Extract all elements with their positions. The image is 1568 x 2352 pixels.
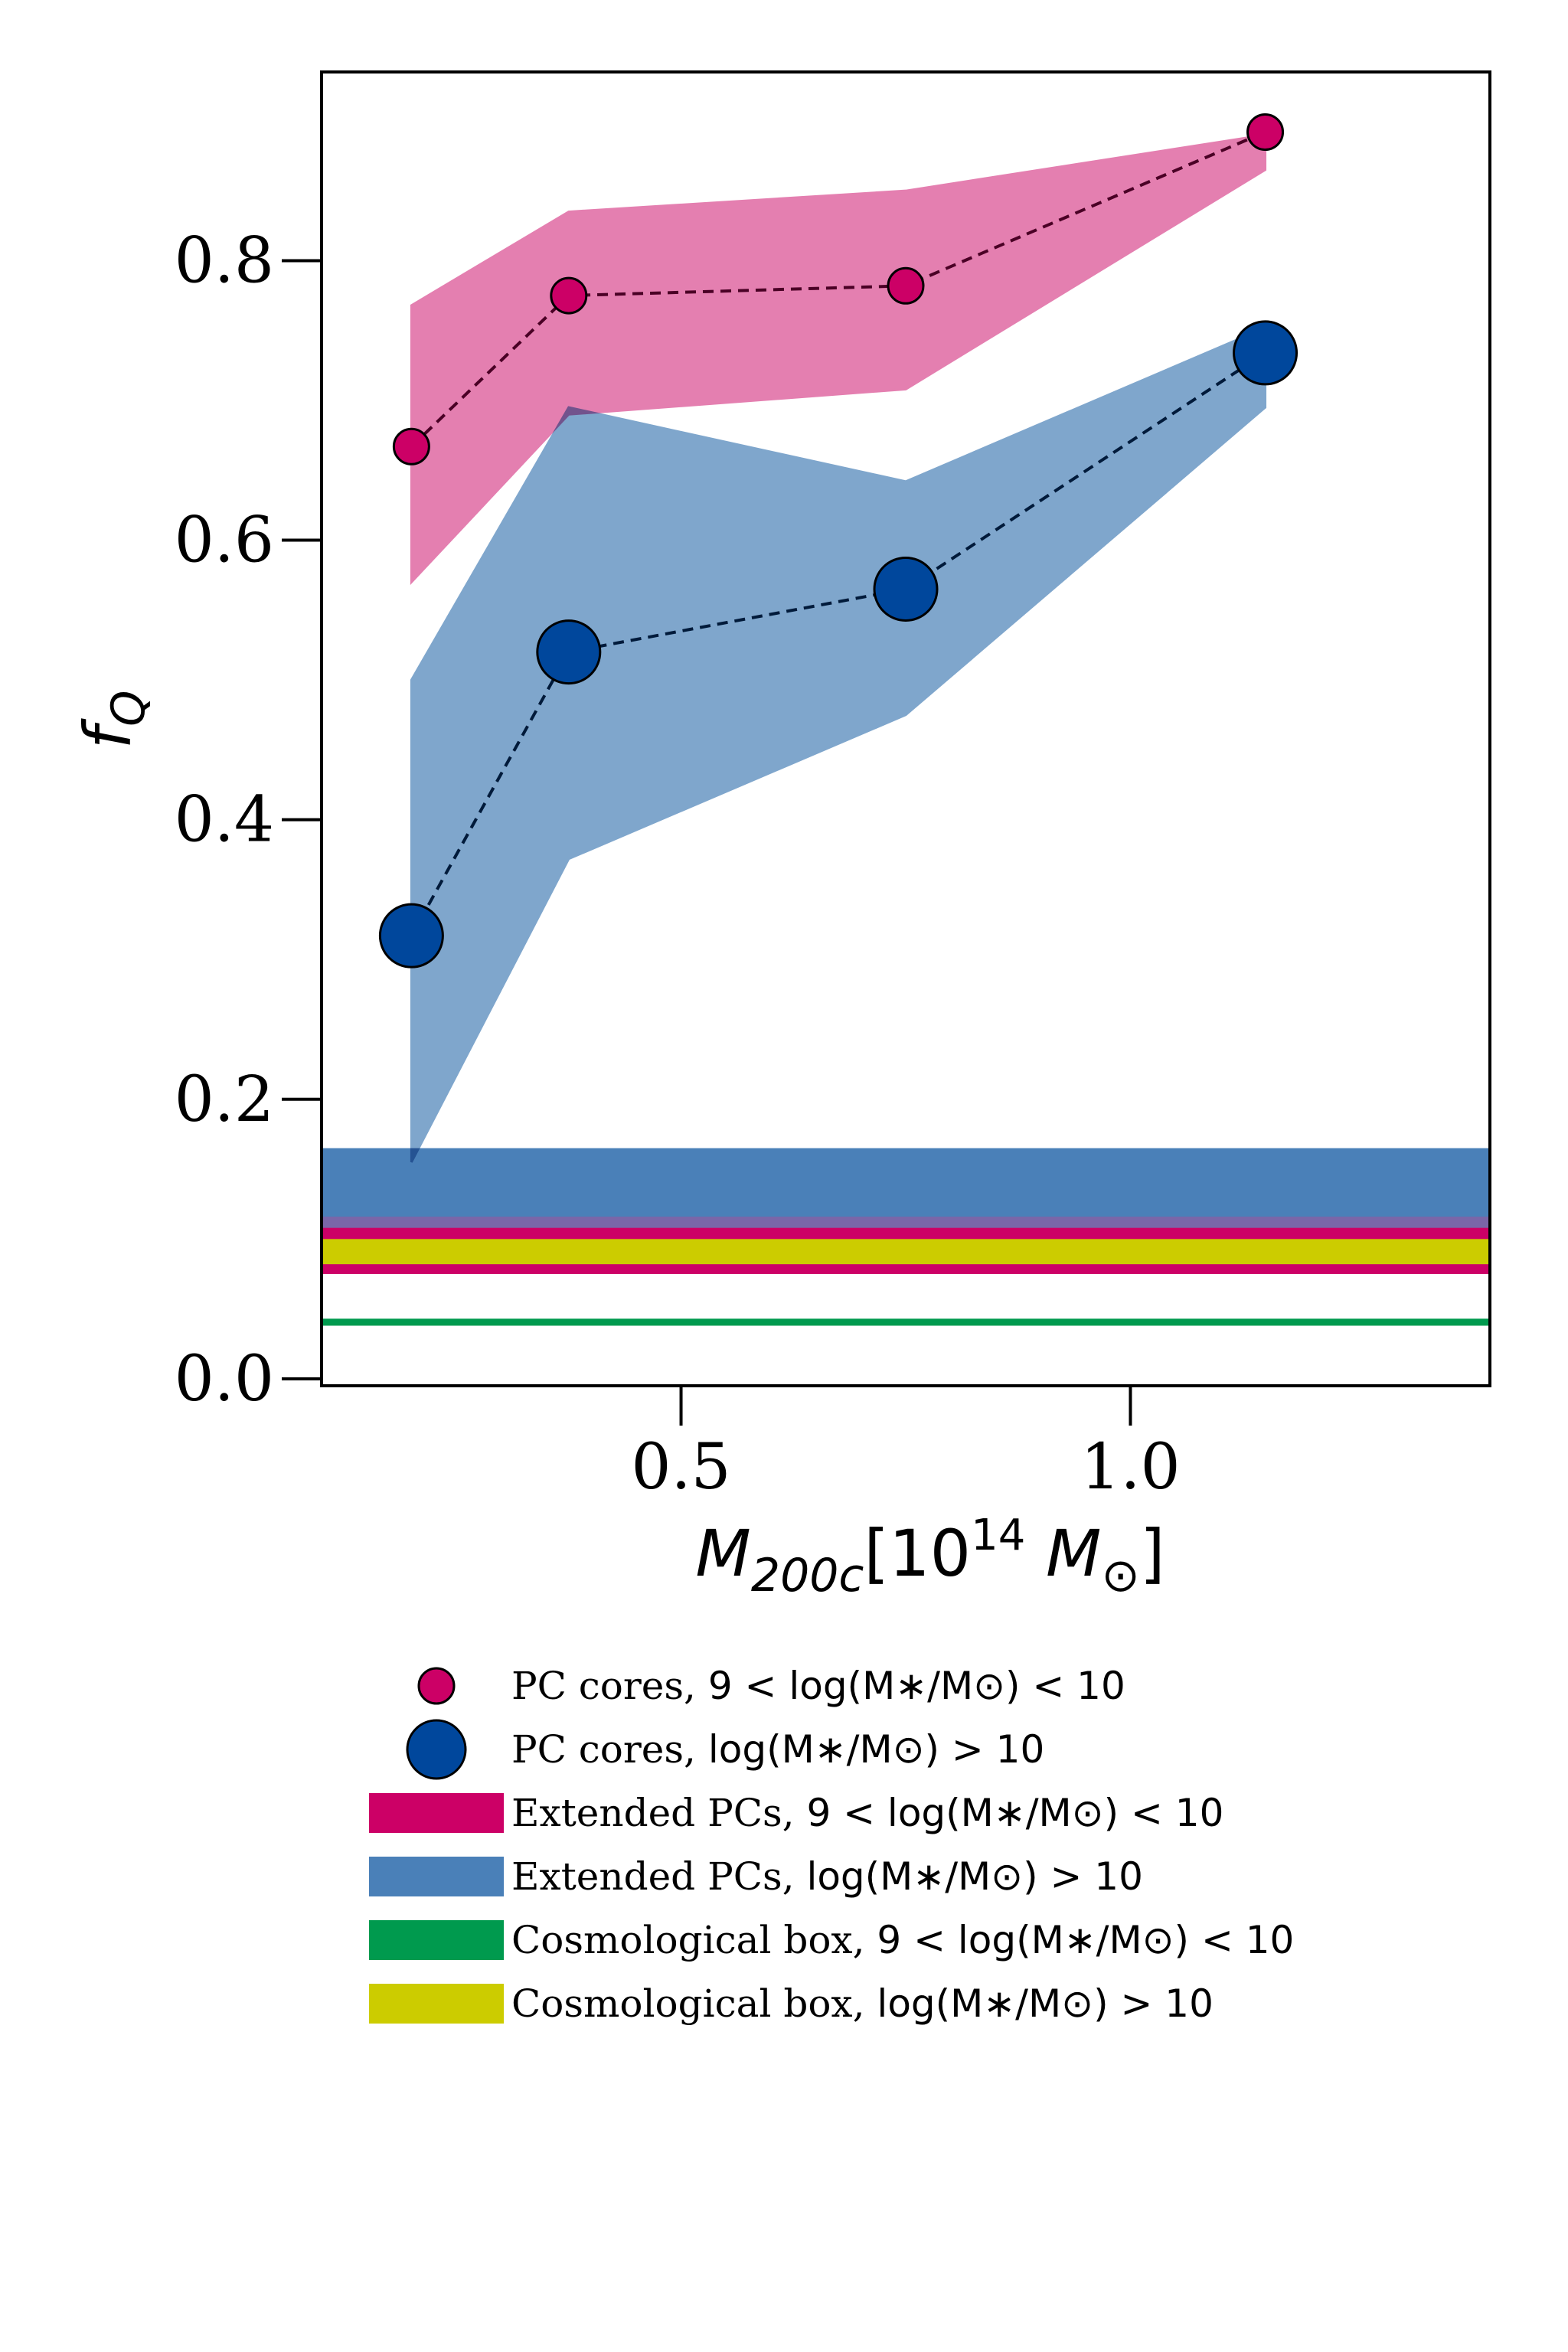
data-point-s2-3 — [873, 556, 939, 622]
legend-patch-5 — [369, 1920, 504, 1960]
legend-label-3: Extended PCs, 9 < log(M∗/M⊙) < 10 — [511, 1791, 1223, 1835]
plot-frame — [320, 70, 1491, 1387]
series-line-2 — [410, 351, 1266, 937]
legend-marker-2 — [406, 1719, 467, 1780]
legend-label-6: Cosmological box, log(M∗/M⊙) > 10 — [511, 1981, 1214, 2026]
legend-patch-6 — [369, 1984, 504, 2024]
y-tick-label: 0.8 — [175, 224, 274, 297]
data-point-s2-2 — [536, 619, 602, 685]
data-point-s1-3 — [887, 266, 925, 305]
legend-label-5: Cosmological box, 9 < log(M∗/M⊙) < 10 — [511, 1918, 1294, 1962]
horizontal-band-4 — [322, 1239, 1490, 1265]
x-tick-label: 1.0 — [1080, 1431, 1180, 1504]
data-point-s1-4 — [1246, 113, 1285, 151]
y-tick-label: 0.0 — [175, 1343, 274, 1416]
legend-patch-3 — [369, 1793, 504, 1833]
legend-label-2: PC cores, log(M∗/M⊙) > 10 — [511, 1727, 1044, 1772]
uncertainty-band-1 — [410, 133, 1267, 586]
legend-label-1: PC cores, 9 < log(M∗/M⊙) < 10 — [511, 1664, 1125, 1708]
band-overlap-strip — [322, 1217, 1490, 1228]
x-tick-label: 0.5 — [631, 1431, 730, 1504]
data-point-s1-1 — [392, 427, 430, 466]
horizontal-band-3 — [322, 1318, 1490, 1326]
legend-patch-4 — [369, 1857, 504, 1896]
data-point-s1-2 — [550, 276, 588, 315]
uncertainty-band-2 — [410, 325, 1267, 1163]
data-point-s2-1 — [378, 903, 444, 969]
y-axis-label: fQ — [70, 691, 155, 750]
data-point-s2-4 — [1233, 320, 1298, 386]
legend-marker-1 — [417, 1667, 456, 1705]
legend: PC cores, 9 < log(M∗/M⊙) < 10 PC cores, l… — [369, 1664, 1294, 2026]
series-line-1 — [410, 130, 1266, 448]
y-tick-label: 0.4 — [175, 784, 274, 857]
y-tick-label: 0.6 — [175, 505, 274, 577]
x-axis-label: M200c[1014 M⊙] — [695, 1511, 1165, 1602]
horizontal-band-2 — [322, 1148, 1490, 1218]
y-tick-label: 0.2 — [175, 1063, 274, 1136]
legend-label-4: Extended PCs, log(M∗/M⊙) > 10 — [511, 1854, 1143, 1899]
